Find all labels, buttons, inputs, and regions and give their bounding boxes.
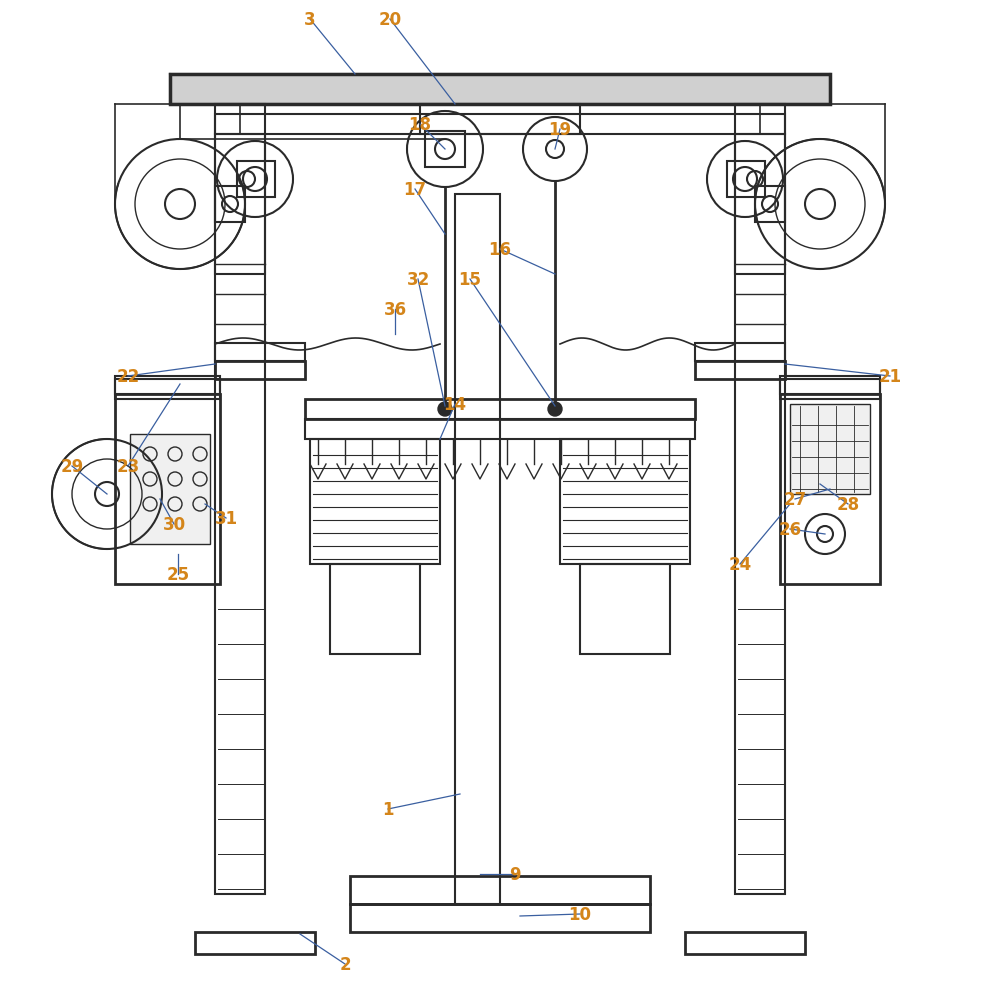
Bar <box>695 362 785 380</box>
Bar <box>735 135 785 274</box>
Bar <box>695 344 785 362</box>
Bar <box>130 434 210 545</box>
Bar <box>215 362 305 380</box>
Bar <box>790 405 870 494</box>
Bar <box>305 419 695 439</box>
Bar <box>330 565 420 654</box>
Bar <box>735 105 760 135</box>
Text: 22: 22 <box>116 368 140 386</box>
Circle shape <box>438 403 452 416</box>
Text: 19: 19 <box>548 121 572 139</box>
Text: 14: 14 <box>443 396 467 414</box>
Bar <box>780 380 880 400</box>
Text: 10: 10 <box>568 906 592 923</box>
Text: 31: 31 <box>214 510 238 528</box>
Text: 27: 27 <box>783 490 807 509</box>
Bar <box>310 439 440 565</box>
Bar <box>215 105 265 894</box>
Text: 32: 32 <box>406 270 430 288</box>
Text: 3: 3 <box>304 11 316 29</box>
Bar <box>420 105 580 135</box>
Bar <box>735 105 785 894</box>
Text: 30: 30 <box>162 516 186 534</box>
Text: 36: 36 <box>383 301 407 319</box>
Bar <box>305 400 695 419</box>
Text: 20: 20 <box>378 11 402 29</box>
Bar <box>237 162 275 198</box>
Text: 1: 1 <box>382 800 394 818</box>
Text: 25: 25 <box>166 566 190 583</box>
Bar <box>215 115 785 135</box>
Text: 15: 15 <box>459 270 482 288</box>
Bar <box>215 135 265 274</box>
Bar <box>115 377 220 395</box>
Bar <box>560 439 690 565</box>
Circle shape <box>548 403 562 416</box>
Bar <box>780 377 880 395</box>
Text: 28: 28 <box>836 495 860 514</box>
Bar <box>215 344 305 362</box>
Text: 29: 29 <box>60 457 84 475</box>
Text: 16: 16 <box>489 241 512 258</box>
Bar <box>580 565 670 654</box>
Bar <box>685 932 805 954</box>
Bar <box>727 162 765 198</box>
Text: 18: 18 <box>409 116 432 134</box>
Text: 21: 21 <box>878 368 902 386</box>
Text: 23: 23 <box>116 457 140 475</box>
Bar <box>115 395 220 584</box>
Bar <box>350 876 650 905</box>
Bar <box>780 395 880 584</box>
Bar <box>455 195 500 905</box>
Bar <box>195 932 315 954</box>
Bar <box>215 187 245 223</box>
Bar <box>755 187 785 223</box>
Bar <box>240 105 265 135</box>
Bar <box>170 75 830 105</box>
Text: 26: 26 <box>778 521 802 539</box>
Bar <box>350 905 650 932</box>
Text: 2: 2 <box>339 955 351 973</box>
Text: 9: 9 <box>509 865 521 883</box>
Text: 17: 17 <box>403 181 427 199</box>
Text: 24: 24 <box>728 556 752 574</box>
Bar <box>115 380 220 400</box>
Bar <box>425 132 465 168</box>
